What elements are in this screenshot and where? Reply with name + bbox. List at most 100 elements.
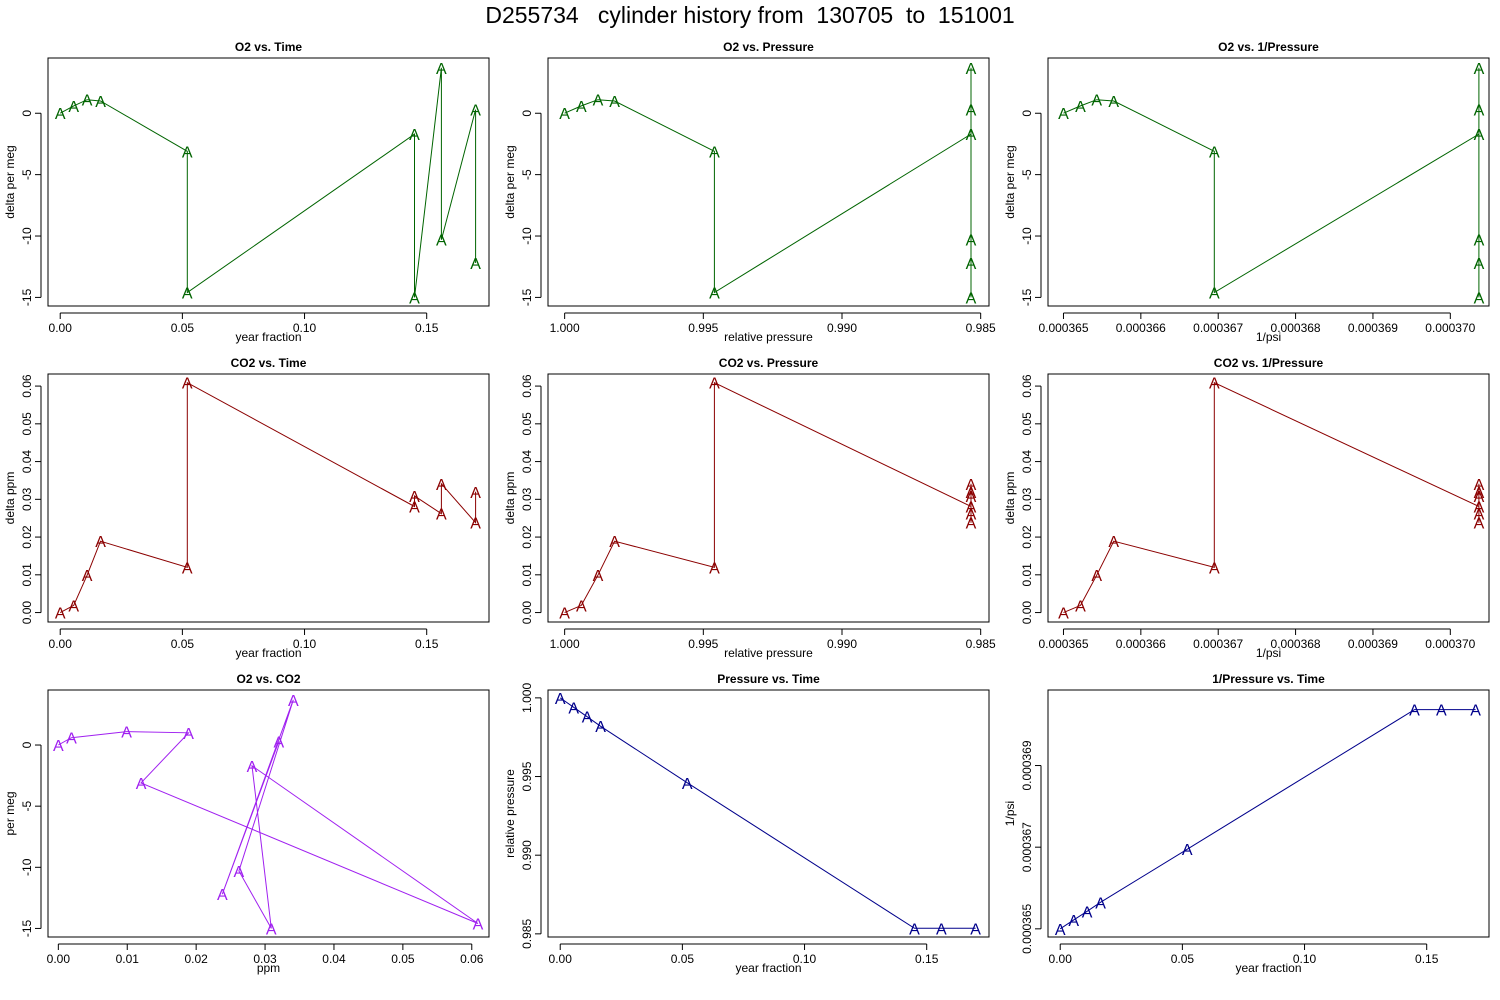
series-line	[59, 67, 477, 298]
data-point: A	[274, 734, 285, 751]
data-point: A	[55, 106, 66, 123]
x-axis: 1.000 0.995 0.990 0.985	[550, 628, 996, 651]
y-tick-label: 0.000365	[1020, 903, 1034, 953]
y-tick-label: 0.05	[520, 412, 534, 436]
data-point: A	[409, 499, 420, 516]
x-tick-label: 0.05	[671, 952, 695, 966]
y-axis-label: delta per meg	[1003, 145, 1017, 218]
y-axis: 0.00 0.01 0.02 0.03 0.04 0.05 0.06	[20, 374, 42, 625]
data-point: A	[1091, 568, 1102, 585]
data-point: A	[470, 103, 481, 120]
series-line	[1059, 709, 1476, 930]
data-point: A	[1474, 256, 1485, 273]
plot-frame	[47, 57, 490, 307]
data-point: A	[966, 233, 977, 250]
data-point: A	[436, 507, 447, 524]
x-axis: 0.00 0.05 0.10 0.15	[49, 312, 439, 335]
x-tick-label: 0.00	[49, 321, 73, 335]
y-tick-label: 0.05	[20, 412, 34, 436]
chart-panel-o2-vs-time: O2 vs. Time 0.00 0.05 0.10 0.15 year fraction…	[3, 40, 490, 344]
y-axis-label: delta ppm	[1003, 472, 1017, 525]
data-point: A	[82, 93, 93, 110]
x-axis: 0.00 0.05 0.10 0.15	[549, 943, 939, 966]
x-tick-label: 0.000369	[1348, 637, 1398, 651]
y-tick-label: 0.02	[1020, 525, 1034, 549]
data-point: A	[473, 917, 484, 934]
data-point: A	[1474, 507, 1485, 524]
y-tick-label: -15	[520, 288, 534, 306]
y-axis: 0.985 0.990 0.995 1.000	[520, 683, 542, 949]
series-line	[1063, 381, 1480, 614]
data-point: A	[436, 477, 447, 494]
data-point: A	[182, 376, 193, 393]
x-tick-label: 0.10	[793, 952, 817, 966]
x-axis: 0.00 0.05 0.10 0.15	[49, 628, 439, 651]
y-tick-label: 0.000367	[1020, 822, 1034, 872]
y-axis: 0 -5 -10 -15	[20, 110, 42, 306]
y-tick-label: 0.995	[520, 761, 534, 791]
data-point: A	[966, 290, 977, 307]
data-point: A	[470, 485, 481, 502]
panel-title: O2 vs. Time	[235, 40, 302, 54]
data-point: A	[593, 93, 604, 110]
y-axis-label: delta per meg	[503, 145, 517, 218]
x-tick-label: 0.00	[549, 952, 573, 966]
data-point: A	[1474, 485, 1485, 502]
chart-panel-co2-vs-time: CO2 vs. Time 0.00 0.05 0.10 0.15 year fractio…	[3, 356, 490, 660]
data-point: A	[1075, 99, 1086, 116]
data-point: A	[595, 719, 606, 736]
plot-frame	[1047, 373, 1490, 623]
data-point: A	[66, 731, 77, 748]
x-tick-label: 0.995	[688, 321, 718, 335]
data-point: A	[709, 285, 720, 302]
data-point: A	[182, 144, 193, 161]
x-tick-label: 0.06	[460, 952, 484, 966]
x-axis-label: year fraction	[235, 646, 301, 660]
data-point: A	[936, 921, 947, 938]
y-tick-label: 0.03	[1020, 487, 1034, 511]
x-tick-label: 0.000370	[1425, 321, 1475, 335]
panel-title: CO2 vs. 1/Pressure	[1214, 356, 1324, 370]
y-tick-label: -10	[1020, 227, 1034, 245]
data-point: A	[182, 560, 193, 577]
y-axis: 0 -5 -10 -15	[1020, 110, 1042, 306]
y-axis: 0.00 0.01 0.02 0.03 0.04 0.05 0.06	[1020, 374, 1042, 624]
data-point: A	[1095, 895, 1106, 912]
y-tick-label: 0.02	[20, 525, 34, 549]
series-line	[564, 381, 972, 614]
y-tick-label: 0.000369	[1020, 740, 1034, 790]
data-point: A	[966, 499, 977, 516]
data-point: A	[136, 776, 147, 793]
data-point: A	[82, 568, 93, 585]
y-tick-label: 0.01	[520, 563, 534, 587]
x-tick-label: 1.000	[550, 321, 580, 335]
data-point: A	[559, 606, 570, 623]
panel-title: O2 vs. CO2	[236, 672, 300, 686]
chart-panel-pressure-vs-time: Pressure vs. Time 0.00 0.05 0.10 0.15 year fr…	[503, 672, 990, 975]
series-line	[58, 699, 479, 929]
data-point: A	[1470, 703, 1481, 720]
data-point: A	[53, 738, 64, 755]
data-point: A	[709, 560, 720, 577]
data-point: A	[609, 534, 620, 551]
y-tick-label: 0.06	[20, 374, 34, 398]
panel-title: Pressure vs. Time	[717, 672, 820, 686]
y-tick-label: 1.000	[520, 683, 534, 713]
y-tick-label: 0.00	[20, 601, 34, 625]
data-point: A	[966, 127, 977, 144]
x-tick-label: 0.05	[391, 952, 415, 966]
y-axis: 0 -5 -10 -15	[520, 110, 542, 306]
plot-frame	[1047, 689, 1490, 938]
data-point: A	[409, 127, 420, 144]
x-tick-label: 0.05	[171, 321, 195, 335]
data-point: A	[1209, 285, 1220, 302]
data-point: A	[593, 568, 604, 585]
series-line	[1063, 67, 1480, 298]
data-point: A	[966, 61, 977, 78]
data-point: A	[966, 256, 977, 273]
x-axis: 0.00 0.05 0.10 0.15	[1049, 943, 1439, 966]
plot-frame	[547, 57, 990, 307]
data-point: A	[1108, 94, 1119, 111]
